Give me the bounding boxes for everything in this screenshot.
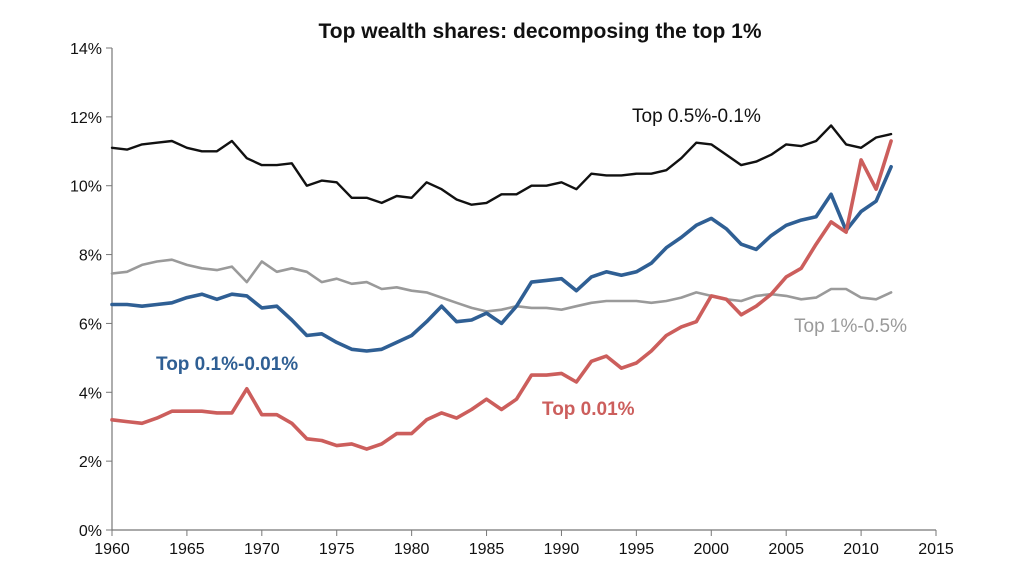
series-line-top-0-5-0-1 [110, 124, 893, 206]
x-axis: 1960 1965 1970 1975 1980 1985 1990 1995 2000 2005… [94, 529, 954, 558]
label-top-0-5-0-1: Top 0.5%-0.1% [632, 106, 761, 127]
x-tick-label: 1995 [619, 541, 655, 558]
y-tick-label: 12% [70, 110, 102, 127]
x-tick-label: 2010 [843, 541, 879, 558]
x-tick-label: 1960 [94, 541, 130, 558]
y-tick-label: 8% [79, 248, 102, 265]
series-line-top-0-01 [110, 139, 893, 451]
x-tick-label: 1970 [244, 541, 280, 558]
y-tick-label: 14% [70, 41, 102, 58]
series-line-top-1-0-5 [110, 258, 893, 313]
x-tick-label: 2000 [693, 541, 729, 558]
chart-title: Top wealth shares: decomposing the top 1… [319, 20, 762, 43]
y-axis: 0% 2% 4% 6% 8% 10% 12% 14% [70, 41, 113, 540]
x-tick-label: 1980 [394, 541, 430, 558]
x-tick-label: 1965 [169, 541, 205, 558]
x-tick-label: 2005 [768, 541, 804, 558]
y-tick-label: 10% [70, 179, 102, 196]
series-line-top-0-1-0-01 [110, 165, 893, 353]
x-tick-label: 2015 [918, 541, 954, 558]
y-tick-label: 2% [79, 454, 102, 471]
label-top-0-1-0-01: Top 0.1%-0.01% [156, 354, 298, 375]
y-tick-label: 6% [79, 316, 102, 333]
y-tick-label: 4% [79, 385, 102, 402]
y-tick-label: 0% [79, 523, 102, 540]
x-tick-label: 1985 [469, 541, 505, 558]
series-lines [110, 124, 893, 451]
x-tick-label: 1975 [319, 541, 355, 558]
x-tick-label: 1990 [544, 541, 580, 558]
label-top-1-0-5: Top 1%-0.5% [794, 316, 907, 337]
label-top-0-01: Top 0.01% [542, 399, 635, 420]
